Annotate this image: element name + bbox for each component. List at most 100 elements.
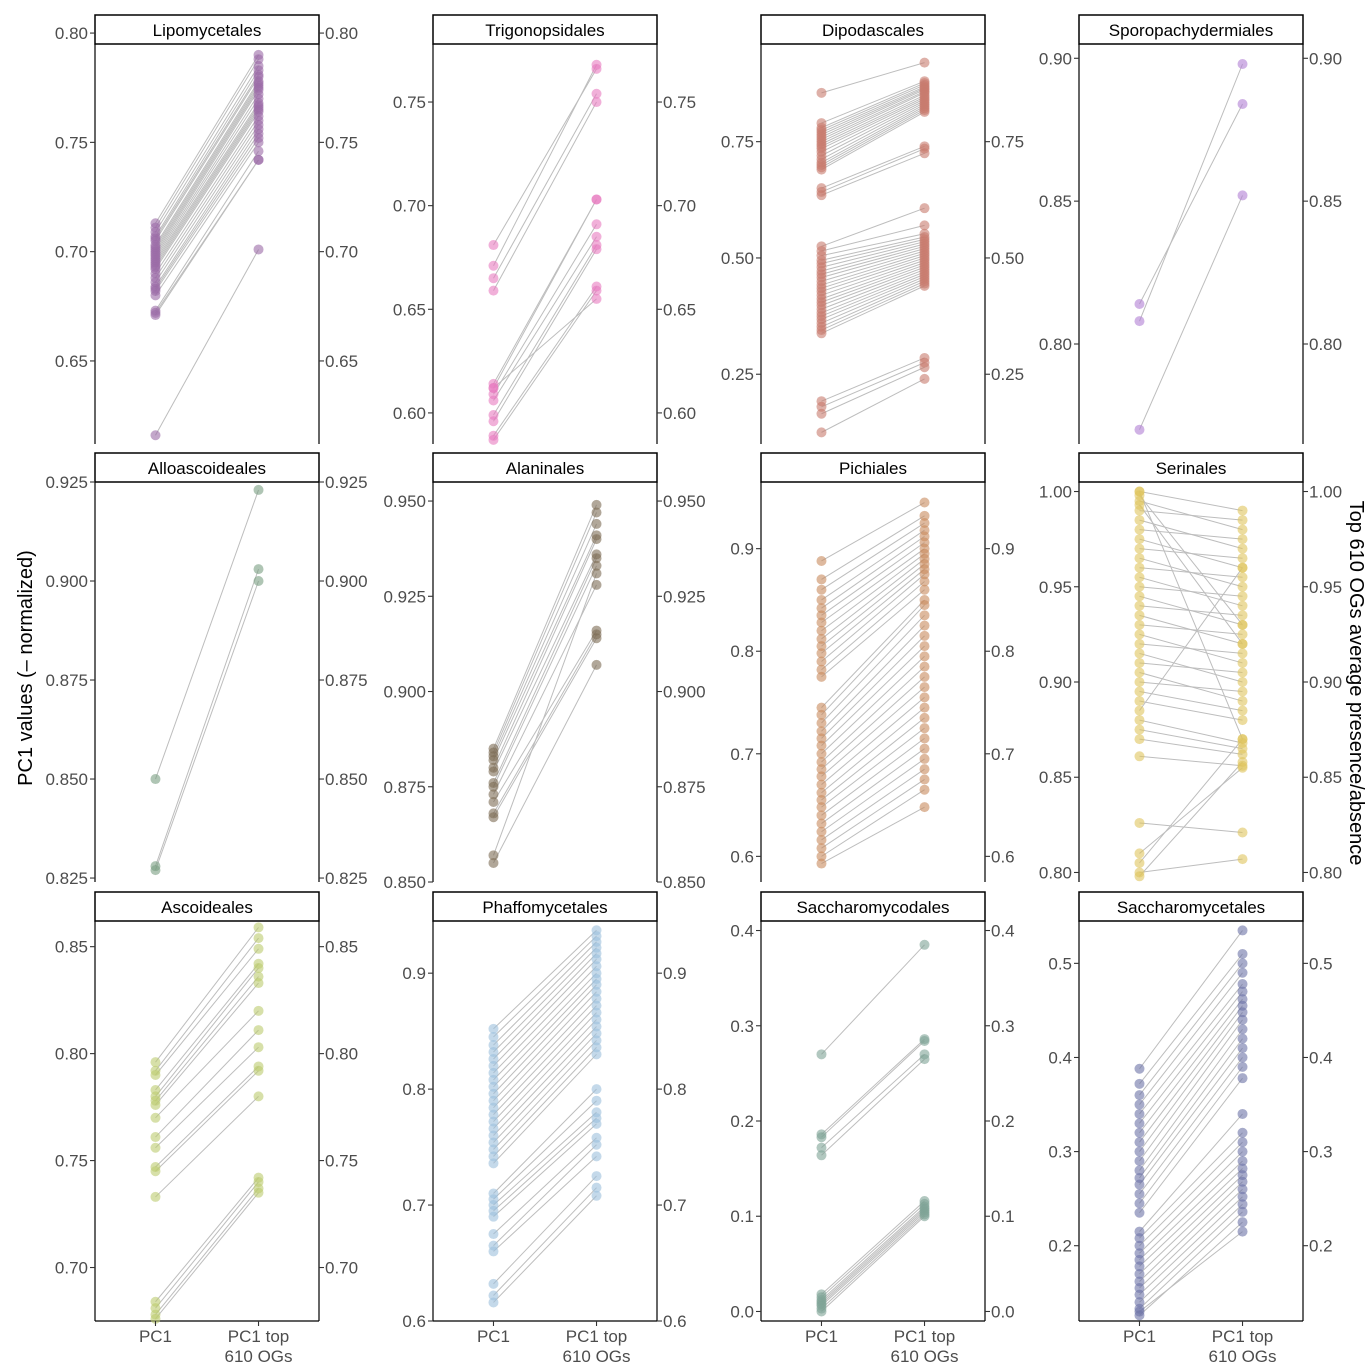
slope-line: [821, 589, 925, 678]
point-pc1: [1134, 751, 1145, 762]
point-pc1-top-610: [253, 1091, 264, 1102]
point-pc1: [1134, 1099, 1145, 1110]
panel-strip: [432, 14, 658, 45]
slope-line: [1139, 491, 1243, 512]
slope-line: [493, 101, 597, 291]
point-pc1: [1134, 1137, 1145, 1148]
slope-line: [493, 634, 597, 814]
point-pc1: [816, 709, 827, 720]
point-pc1-top-610: [253, 1042, 264, 1053]
point-pc1: [816, 664, 827, 675]
slope-line: [1139, 1005, 1243, 1143]
point-pc1: [816, 1142, 827, 1153]
right-tick-label: 0.875: [663, 778, 706, 797]
point-pc1-top-610: [919, 702, 930, 713]
right-tick-label: 0.70: [325, 243, 358, 262]
right-tick-label: 0.80: [1309, 335, 1342, 354]
slope-line: [1139, 605, 1243, 616]
point-pc1-top-610: [591, 499, 602, 510]
point-pc1-top-610: [591, 659, 602, 670]
point-pc1-top-610: [253, 244, 264, 255]
slope-line: [821, 502, 925, 562]
right-tick-label: 0.950: [663, 492, 706, 511]
point-pc1: [816, 87, 827, 98]
slope-line: [155, 89, 259, 255]
slope-line: [821, 1208, 925, 1303]
point-pc1-top-610: [253, 1065, 264, 1076]
slope-line: [493, 1144, 597, 1246]
point-pc1: [816, 408, 827, 419]
slope-line: [493, 1195, 597, 1303]
point-pc1-top-610: [1237, 734, 1248, 745]
slope-line: [155, 83, 259, 248]
point-pc1-top-610: [1237, 543, 1248, 554]
slope-line: [493, 248, 597, 422]
slope-line: [821, 262, 925, 300]
point-pc1-top-610: [919, 497, 930, 508]
slope-line: [821, 80, 925, 124]
slope-line: [1139, 729, 1243, 750]
x-category-label: PC1 top: [1212, 1327, 1273, 1346]
point-pc1: [1134, 696, 1145, 707]
slope-line: [493, 554, 597, 772]
slope-line: [493, 630, 597, 803]
point-pc1: [816, 190, 827, 201]
point-pc1: [488, 1023, 499, 1034]
point-pc1: [488, 240, 499, 251]
slope-line: [821, 625, 925, 732]
slope-line: [821, 1040, 925, 1138]
slope-line: [155, 59, 259, 228]
left-tick-label: 0.25: [721, 365, 754, 384]
right-tick-label: 0.0: [991, 1302, 1015, 1321]
slope-line: [821, 94, 925, 145]
right-tick-label: 0.850: [663, 873, 706, 892]
point-pc1-top-610: [1237, 715, 1248, 726]
slope-line: [821, 535, 925, 609]
slope-line: [155, 111, 259, 270]
left-tick-label: 0.9: [402, 964, 426, 983]
panel-title: Saccharomycodales: [796, 898, 949, 917]
point-pc1: [1134, 1063, 1145, 1074]
panel-title: Alaninales: [506, 459, 584, 478]
point-pc1-top-610: [253, 154, 264, 165]
slope-line: [1139, 567, 1243, 578]
panel-strip: [760, 14, 986, 45]
right-tick-label: 0.9: [991, 540, 1015, 559]
point-pc1-top-610: [591, 986, 602, 997]
x-category-label: PC1: [805, 1327, 838, 1346]
point-pc1-top-610: [1237, 1206, 1248, 1217]
point-pc1: [488, 395, 499, 406]
point-pc1-top-610: [1237, 1052, 1248, 1063]
panel-pichiales: Pichiales 0.6 0.6 0.7 0.7 0.8 0.8 0.9 0.9: [730, 452, 1015, 882]
point-pc1: [816, 733, 827, 744]
slope-line: [155, 976, 259, 1101]
point-pc1-top-610: [1237, 562, 1248, 573]
point-pc1: [816, 617, 827, 628]
point-pc1-top-610: [591, 97, 602, 108]
slope-line: [1139, 998, 1243, 1134]
slope-line: [821, 1038, 925, 1135]
point-pc1-top-610: [919, 510, 930, 521]
left-tick-label: 0.925: [383, 587, 426, 606]
point-pc1: [1134, 1108, 1145, 1119]
point-pc1: [488, 1297, 499, 1308]
point-pc1: [816, 625, 827, 636]
slope-line: [821, 236, 925, 261]
slope-line: [1139, 1066, 1243, 1204]
slope-line: [821, 90, 925, 140]
slope-line: [493, 637, 597, 818]
slope-line: [1139, 691, 1243, 712]
slope-line: [493, 565, 597, 787]
point-pc1: [816, 794, 827, 805]
point-pc1: [816, 702, 827, 713]
slope-line: [821, 259, 925, 296]
slope-line: [1139, 719, 1243, 744]
right-tick-label: 0.90: [1309, 673, 1342, 692]
point-pc1-top-610: [919, 723, 930, 734]
slope-line: [1139, 738, 1243, 864]
point-pc1: [1134, 1268, 1145, 1279]
slope-line: [493, 1019, 597, 1129]
point-pc1-top-610: [919, 106, 930, 117]
left-tick-label: 0.70: [55, 243, 88, 262]
left-tick-label: 0.80: [1039, 335, 1072, 354]
